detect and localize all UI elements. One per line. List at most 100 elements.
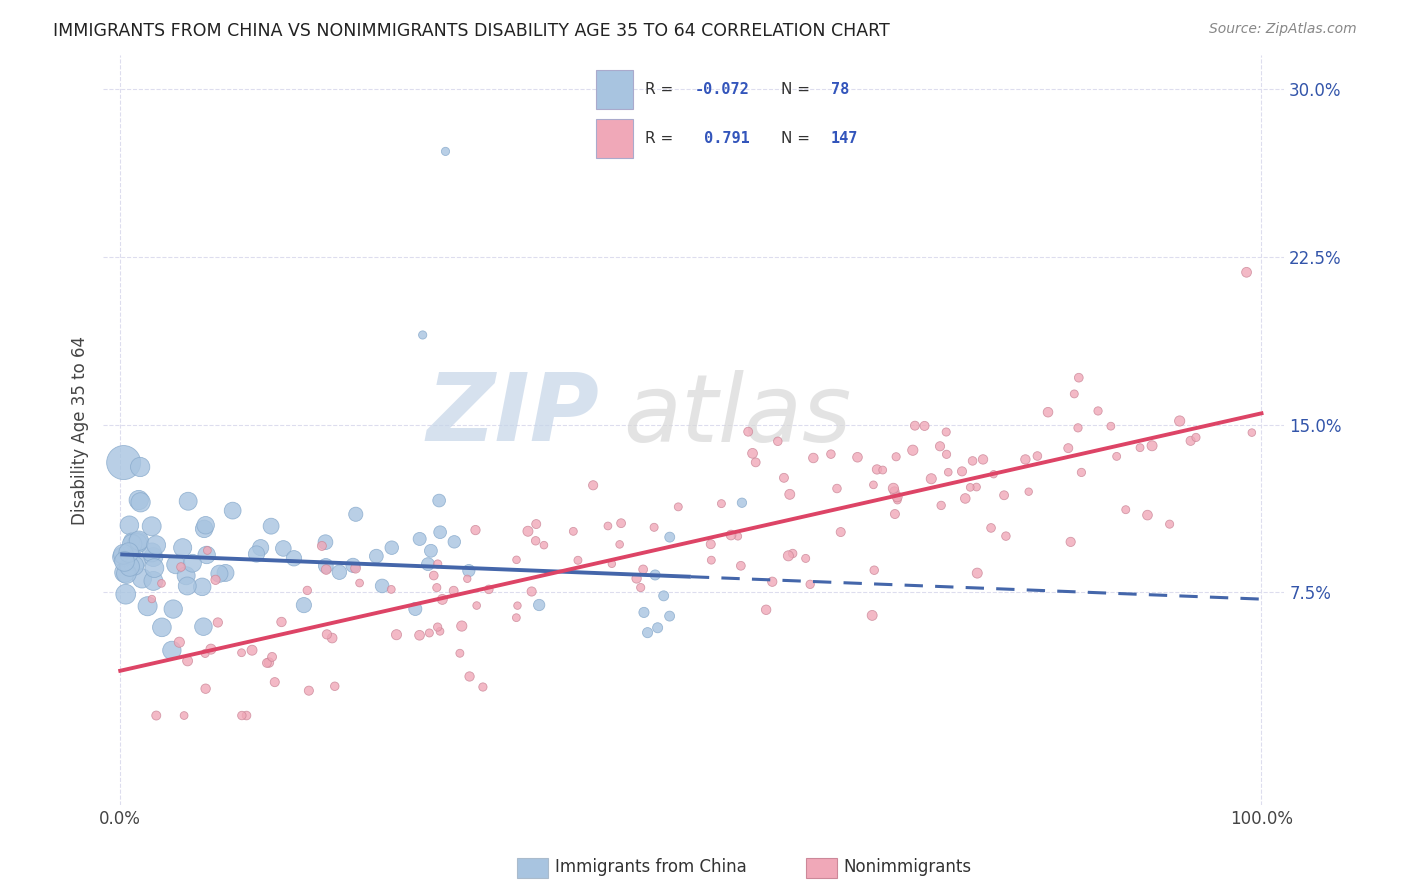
Point (966, 480, 988, 494)
Text: R =: R = (645, 131, 679, 146)
Point (700, 553, 723, 567)
Point (935, 425, 957, 439)
Point (314, 535, 336, 549)
Point (429, 624, 451, 639)
Point (744, 455, 766, 469)
Point (727, 529, 749, 543)
Point (456, 572, 478, 586)
Point (142, 574, 165, 588)
Point (737, 425, 759, 439)
Bar (596, 70, 633, 109)
Point (506, 599, 529, 613)
Point (112, 456, 135, 470)
Point (114, 566, 136, 580)
Point (901, 443, 924, 458)
Point (935, 447, 957, 461)
Point (207, 615, 229, 630)
Text: 78: 78 (831, 82, 849, 96)
Point (920, 472, 942, 486)
Bar (596, 119, 633, 158)
Point (170, 560, 193, 574)
Point (344, 508, 367, 522)
Point (141, 545, 163, 559)
Point (886, 490, 908, 504)
Point (127, 536, 149, 550)
Point (1018, 484, 1040, 499)
Point (478, 582, 501, 597)
Point (1240, 425, 1263, 440)
Point (1014, 452, 1036, 467)
Point (936, 465, 959, 479)
Point (929, 499, 952, 513)
Point (145, 538, 167, 552)
Point (825, 482, 848, 496)
Point (966, 566, 988, 581)
Point (720, 528, 742, 542)
Point (700, 537, 723, 551)
Point (533, 538, 555, 552)
Point (195, 543, 218, 558)
Point (181, 556, 204, 570)
Point (114, 587, 136, 601)
Point (200, 642, 222, 657)
Point (118, 545, 141, 559)
Point (1180, 434, 1202, 448)
Point (983, 467, 1005, 482)
Point (779, 487, 801, 501)
Point (1136, 508, 1159, 522)
Point (631, 562, 654, 576)
Point (208, 566, 231, 581)
Point (129, 460, 152, 475)
Point (316, 627, 339, 641)
Point (323, 679, 346, 693)
Point (524, 517, 547, 532)
Point (755, 603, 778, 617)
Point (872, 463, 894, 477)
Point (256, 656, 278, 670)
Point (914, 418, 936, 433)
Point (194, 647, 217, 661)
Point (596, 519, 619, 533)
Point (1129, 441, 1152, 455)
Point (131, 571, 153, 585)
Point (423, 568, 446, 582)
Point (381, 541, 404, 555)
Point (1067, 421, 1090, 435)
Point (412, 328, 434, 343)
Point (176, 654, 198, 668)
Point (270, 615, 292, 629)
Point (121, 533, 143, 548)
Text: R =: R = (645, 82, 679, 96)
Point (191, 580, 214, 594)
Point (142, 550, 165, 565)
Point (231, 708, 253, 723)
Point (773, 471, 796, 485)
Point (427, 493, 450, 508)
Point (710, 497, 733, 511)
Point (993, 488, 1015, 502)
Point (520, 584, 543, 599)
Text: Nonimmigrants: Nonimmigrants (844, 858, 972, 876)
Text: atlas: atlas (623, 369, 851, 460)
Point (1026, 449, 1049, 463)
Point (408, 628, 430, 642)
Point (647, 621, 669, 635)
Point (141, 592, 163, 607)
Point (349, 576, 371, 591)
Point (204, 573, 226, 587)
Point (426, 620, 449, 634)
Point (434, 145, 457, 159)
Point (328, 565, 350, 579)
Point (516, 524, 538, 539)
Point (637, 625, 659, 640)
Point (112, 547, 135, 561)
Point (950, 464, 973, 478)
Point (263, 675, 285, 690)
Point (111, 549, 134, 564)
Point (380, 582, 402, 597)
Point (172, 541, 194, 555)
Text: -0.072: -0.072 (695, 82, 749, 96)
Point (193, 522, 215, 536)
Point (416, 557, 439, 571)
Point (567, 553, 589, 567)
